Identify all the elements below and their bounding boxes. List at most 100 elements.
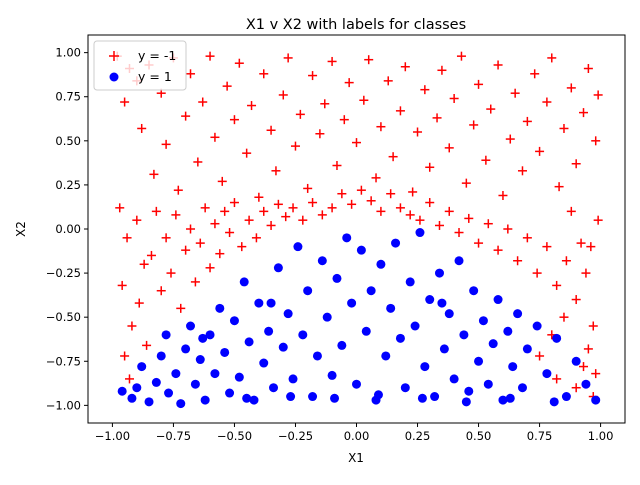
data-point-class-neg <box>259 69 269 79</box>
data-point-class-neg <box>222 81 232 91</box>
data-point-class-neg <box>581 268 591 278</box>
data-point-class-neg <box>371 173 381 183</box>
data-point-class-neg <box>552 280 562 290</box>
data-point-class-pos <box>303 286 313 296</box>
data-point-class-pos <box>483 379 493 389</box>
data-point-class-neg <box>244 215 254 225</box>
x-tick-label: −0.75 <box>156 429 191 443</box>
data-point-class-pos <box>361 326 371 336</box>
data-point-class-neg <box>444 143 454 153</box>
data-point-class-neg <box>395 106 405 116</box>
x-axis-label: X1 <box>348 451 364 465</box>
data-point-class-neg <box>266 125 276 135</box>
data-point-class-pos <box>474 356 484 366</box>
data-point-class-neg <box>347 199 357 209</box>
x-tick-label: −1.00 <box>95 429 130 443</box>
data-point-class-pos <box>561 392 571 402</box>
data-point-class-neg <box>359 95 369 105</box>
data-point-class-pos <box>449 374 459 384</box>
data-point-class-pos <box>356 245 366 255</box>
data-point-class-pos <box>342 233 352 243</box>
data-point-class-pos <box>505 393 515 403</box>
data-point-class-pos <box>542 369 552 379</box>
data-point-class-neg <box>337 189 347 199</box>
data-point-class-pos <box>254 298 264 308</box>
data-point-class-pos <box>327 370 337 380</box>
data-point-class-neg <box>200 203 210 213</box>
x-tick-label: −0.25 <box>278 429 313 443</box>
data-point-class-pos <box>198 333 208 343</box>
data-point-class-neg <box>290 141 300 151</box>
data-point-class-neg <box>195 238 205 248</box>
data-point-class-neg <box>149 169 159 179</box>
data-point-class-pos <box>425 295 435 305</box>
data-point-class-neg <box>552 374 562 384</box>
data-point-class-neg <box>579 108 589 118</box>
data-point-class-neg <box>186 69 196 79</box>
data-point-class-pos <box>161 330 171 340</box>
data-point-class-pos <box>249 395 259 405</box>
data-point-class-neg <box>146 250 156 260</box>
data-point-class-pos <box>164 388 174 398</box>
data-point-class-pos <box>581 379 591 389</box>
data-point-class-pos <box>234 372 244 382</box>
data-point-class-neg <box>530 69 540 79</box>
data-point-class-neg <box>115 203 125 213</box>
data-point-class-neg <box>124 374 134 384</box>
data-point-class-neg <box>415 215 425 225</box>
data-point-class-neg <box>271 166 281 176</box>
y-tick-label: −0.75 <box>46 354 81 368</box>
data-point-class-neg <box>132 215 142 225</box>
data-point-class-neg <box>364 55 374 65</box>
data-point-class-pos <box>488 339 498 349</box>
data-point-class-pos <box>332 273 342 283</box>
data-point-class-pos <box>508 362 518 372</box>
data-point-class-pos <box>330 393 340 403</box>
data-point-class-pos <box>171 369 181 379</box>
data-point-class-neg <box>266 220 276 230</box>
data-point-class-neg <box>134 298 144 308</box>
y-axis-ticks: −1.00 −0.75 −0.50 −0.25 0.00 0.25 0.50 0.75 1.00 <box>46 46 88 412</box>
data-point-class-neg <box>454 228 464 238</box>
data-point-class-pos <box>381 351 391 361</box>
data-point-class-neg <box>434 220 444 230</box>
data-point-class-neg <box>505 134 515 144</box>
data-point-class-neg <box>481 155 491 165</box>
data-point-class-neg <box>332 161 342 171</box>
data-point-class-pos <box>366 286 376 296</box>
data-point-class-pos <box>156 351 166 361</box>
data-point-class-neg <box>173 185 183 195</box>
data-point-class-neg <box>559 312 569 322</box>
legend-marker-class-pos <box>109 72 119 82</box>
data-point-class-pos <box>417 393 427 403</box>
data-point-class-neg <box>413 127 423 137</box>
data-point-class-neg <box>229 198 239 208</box>
data-point-class-pos <box>312 351 322 361</box>
data-point-class-neg <box>566 83 576 93</box>
data-point-class-neg <box>176 303 186 313</box>
y-tick-label: 0.50 <box>55 134 81 148</box>
data-point-class-pos <box>493 295 503 305</box>
data-point-class-neg <box>522 233 532 243</box>
x-tick-label: 0.50 <box>466 429 492 443</box>
x-axis-ticks: −1.00 −0.75 −0.50 −0.25 0.00 0.25 0.50 0.75 1.00 <box>95 423 613 443</box>
data-point-class-neg <box>339 115 349 125</box>
data-point-class-pos <box>137 362 147 372</box>
chart-title: X1 v X2 with labels for classes <box>246 17 466 33</box>
data-point-class-pos <box>293 242 303 252</box>
data-point-class-neg <box>461 178 471 188</box>
data-point-class-neg <box>566 206 576 216</box>
data-point-class-neg <box>579 362 589 372</box>
data-point-class-pos <box>571 356 581 366</box>
data-point-class-pos <box>430 392 440 402</box>
data-point-class-neg <box>225 228 235 238</box>
data-point-class-neg <box>198 97 208 107</box>
data-point-class-pos <box>215 303 225 313</box>
data-point-class-neg <box>586 242 596 252</box>
data-point-class-neg <box>510 88 520 98</box>
data-point-class-pos <box>200 395 210 405</box>
data-point-class-neg <box>405 210 415 220</box>
data-point-class-neg <box>503 224 513 234</box>
data-point-class-pos <box>317 256 327 266</box>
data-point-class-neg <box>474 79 484 89</box>
